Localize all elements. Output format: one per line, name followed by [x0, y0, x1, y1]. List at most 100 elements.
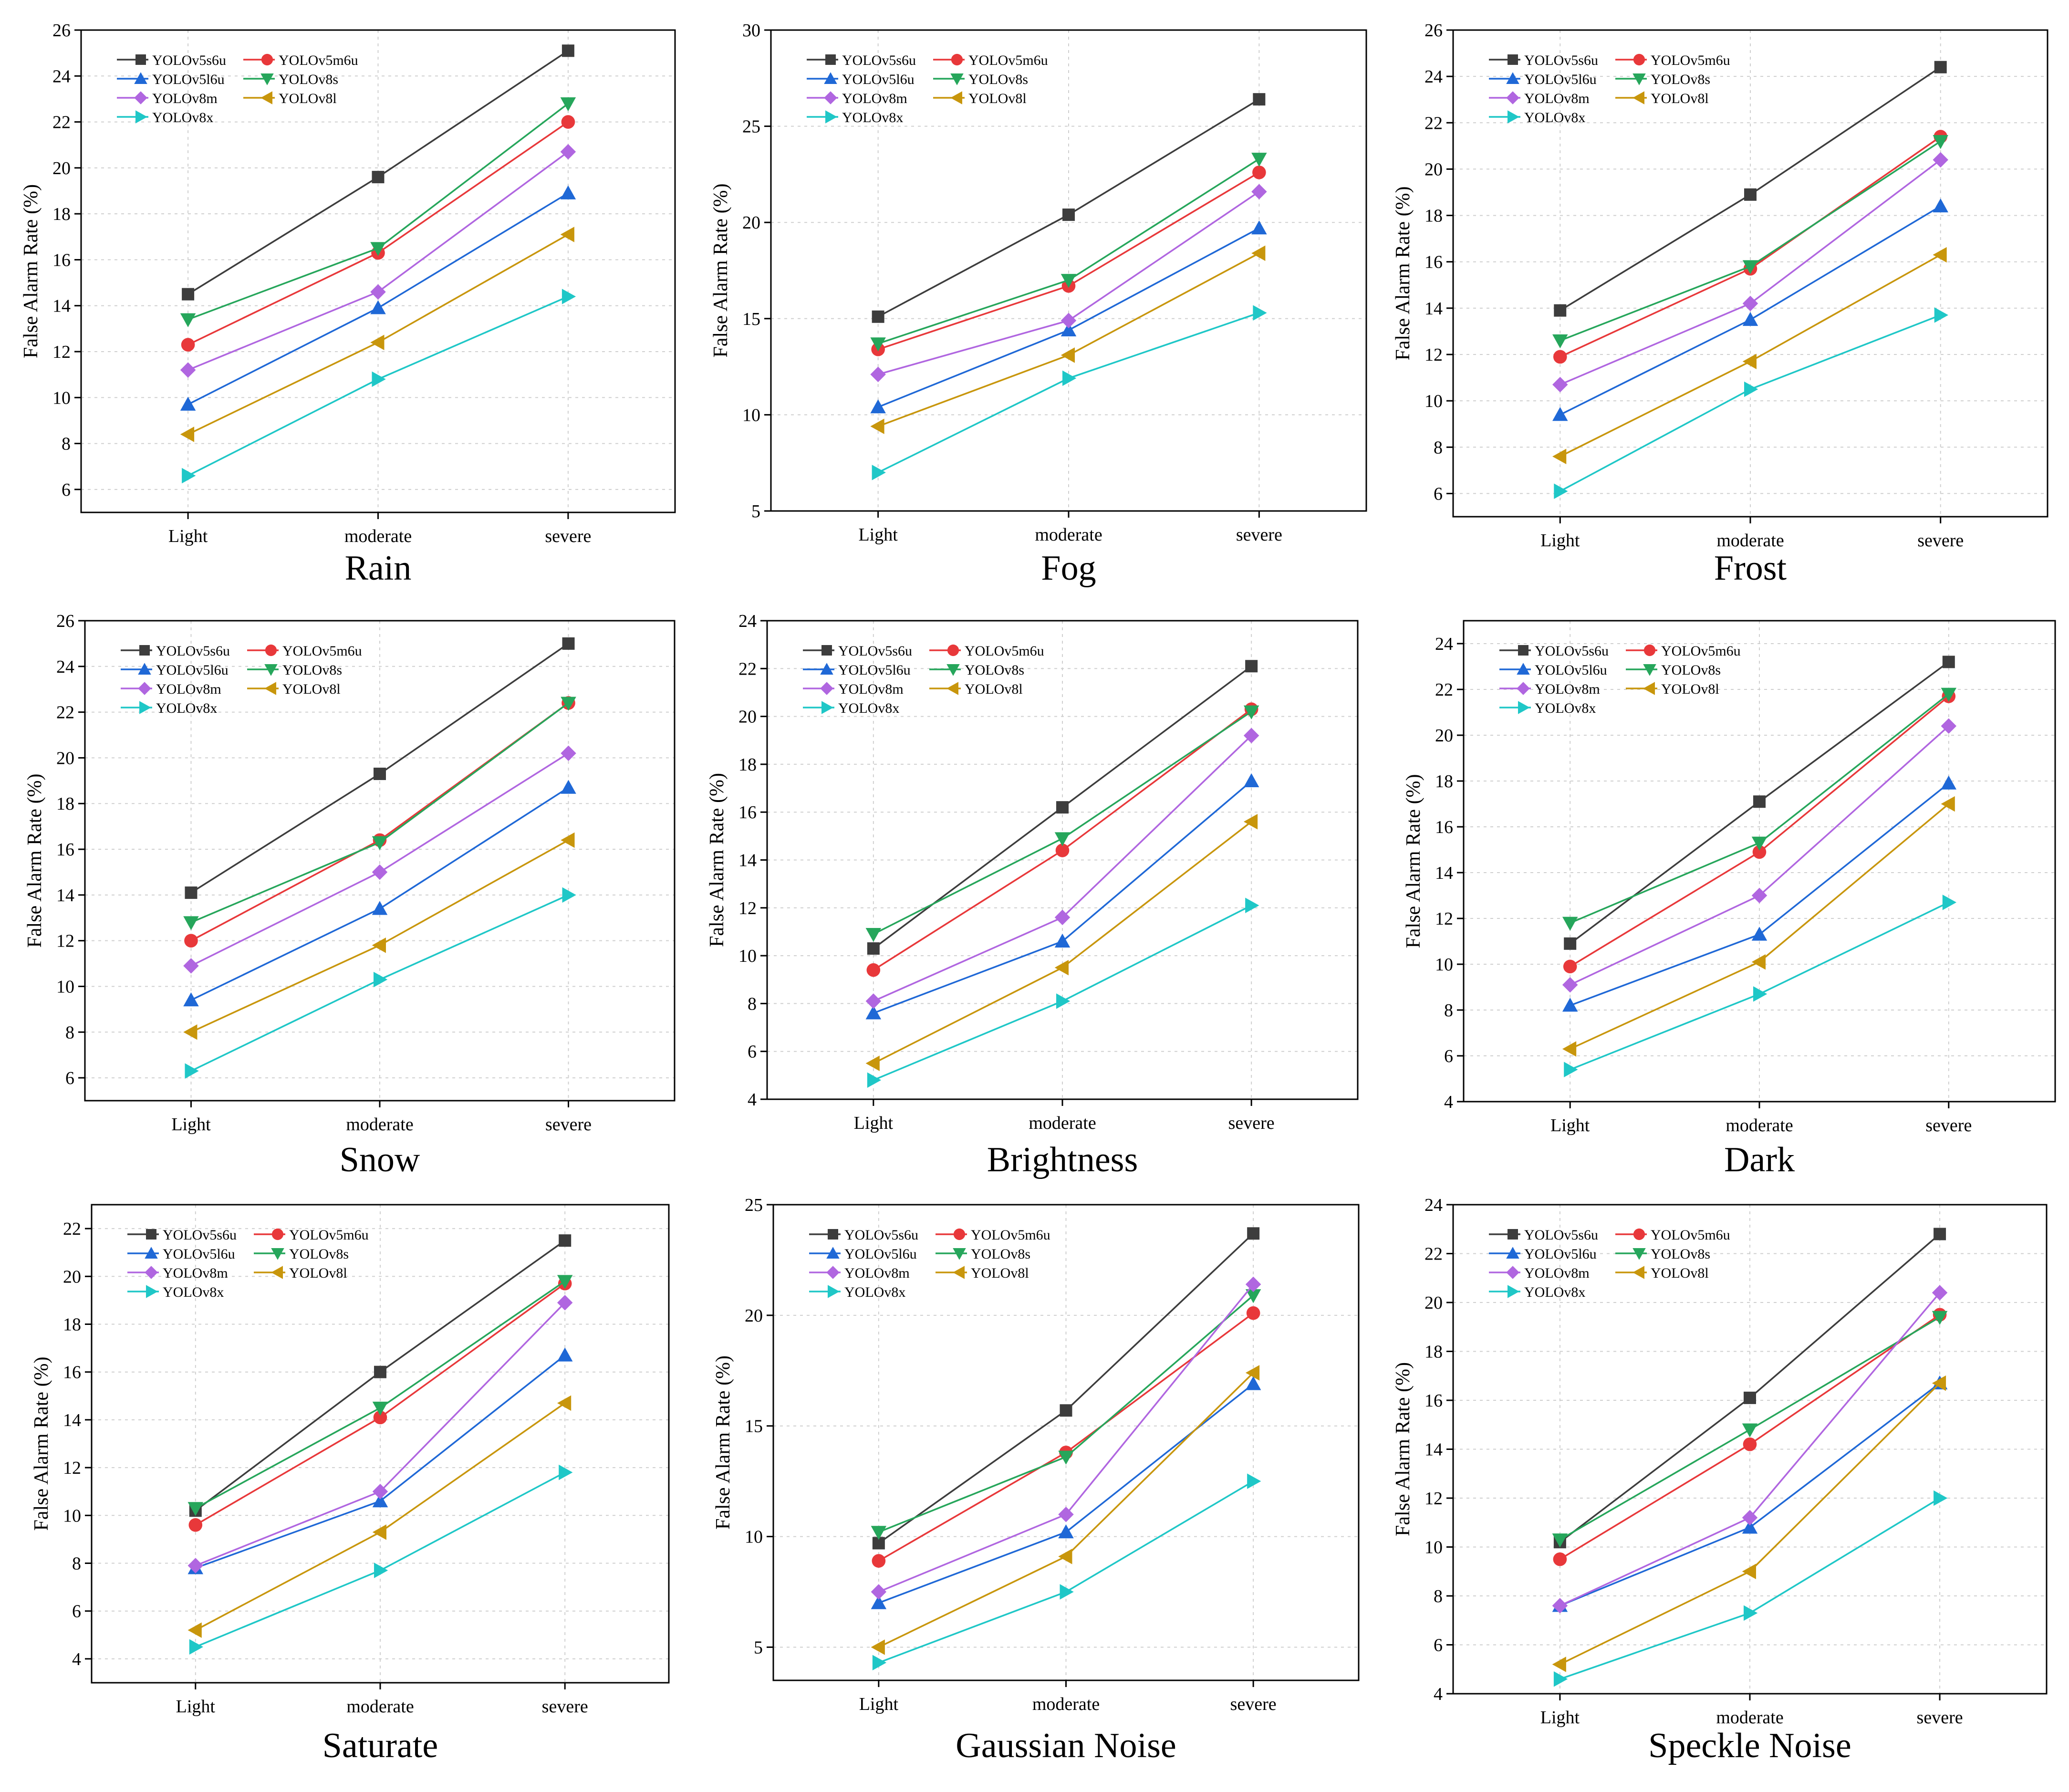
data-point — [1055, 844, 1070, 857]
x-tick-label: Light — [1540, 531, 1580, 551]
legend-label: YOLOv8m — [844, 1265, 910, 1281]
legend-label: YOLOv5l6u — [152, 72, 225, 87]
data-point — [1742, 312, 1758, 326]
data-point — [1251, 153, 1267, 167]
data-point — [1564, 937, 1577, 950]
y-tick-label: 10 — [1424, 391, 1443, 411]
data-point — [871, 1526, 887, 1540]
data-point — [1060, 274, 1077, 288]
data-point — [559, 1234, 572, 1247]
y-tick-label: 18 — [1424, 206, 1443, 226]
legend-label: YOLOv5s6u — [1524, 1227, 1598, 1243]
chart-panel: 6 8 10 12 14 16 18 20 22 24 26 Light moderate severe F… — [1392, 21, 2048, 588]
legend-label: YOLOv8s — [965, 662, 1024, 678]
y-tick-label: 16 — [1424, 1391, 1443, 1411]
data-point — [1933, 135, 1948, 149]
y-tick-label: 20 — [56, 748, 74, 768]
legend-label: YOLOv8s — [1651, 1246, 1710, 1262]
y-tick-label: 10 — [745, 1527, 763, 1547]
data-point — [872, 310, 884, 323]
x-tick-label: Light — [168, 526, 208, 546]
data-point — [560, 227, 574, 242]
panel-title: Fog — [1041, 549, 1096, 588]
y-tick-label: 10 — [742, 405, 760, 425]
data-point — [1056, 801, 1069, 814]
data-point — [372, 836, 388, 850]
data-point — [372, 1493, 388, 1508]
data-point — [374, 971, 388, 988]
triangle-right-marker-icon — [1518, 701, 1530, 714]
x-tick-label: severe — [545, 526, 591, 546]
data-point — [1743, 1437, 1757, 1451]
legend-label: YOLOv5l6u — [156, 662, 229, 678]
data-point — [871, 1584, 887, 1600]
y-tick-label: 6 — [1444, 1046, 1453, 1066]
y-axis-label: False Alarm Rate (%) — [1392, 1362, 1414, 1536]
legend-label: YOLOv8l — [279, 91, 337, 106]
data-point — [1552, 1657, 1566, 1672]
legend-label: YOLOv5m6u — [1651, 52, 1730, 68]
data-point — [1251, 245, 1266, 261]
x-tick-label: Light — [171, 1115, 211, 1135]
triangle-down-marker-icon — [950, 73, 964, 85]
y-tick-label: 24 — [56, 657, 74, 677]
circle-marker-icon — [951, 53, 963, 66]
data-point — [1933, 152, 1948, 168]
data-point — [374, 1365, 386, 1378]
data-point — [866, 963, 881, 977]
x-tick-label: moderate — [1716, 531, 1784, 551]
triangle-left-marker-icon — [1643, 682, 1655, 695]
data-point — [865, 1005, 882, 1020]
legend-label: YOLOv8x — [842, 110, 903, 125]
data-point — [871, 1595, 887, 1609]
circle-marker-icon — [947, 644, 959, 656]
square-marker-icon — [825, 54, 836, 65]
y-tick-label: 10 — [1424, 1538, 1443, 1558]
y-tick-label: 24 — [1424, 67, 1443, 87]
data-point — [1058, 1524, 1074, 1539]
circle-marker-icon — [265, 644, 277, 656]
data-point — [1062, 370, 1077, 386]
legend-label: YOLOv5s6u — [844, 1227, 918, 1243]
data-point — [867, 1072, 882, 1088]
legend-label: YOLOv8x — [163, 1284, 224, 1300]
y-tick-label: 25 — [745, 1195, 763, 1215]
y-tick-label: 8 — [65, 1022, 74, 1042]
y-tick-label: 6 — [1434, 1636, 1443, 1656]
data-point — [1742, 354, 1757, 369]
data-point — [1553, 1552, 1567, 1566]
legend-label: YOLOv8s — [971, 1246, 1030, 1262]
data-point — [1243, 814, 1258, 830]
data-point — [1054, 933, 1071, 948]
y-tick-label: 15 — [745, 1417, 763, 1437]
plot-area — [92, 1205, 669, 1683]
y-axis-label: False Alarm Rate (%) — [1392, 186, 1414, 360]
data-point — [180, 396, 196, 411]
data-point — [562, 887, 576, 903]
data-point — [1243, 773, 1259, 788]
data-point — [372, 937, 386, 953]
legend-label: YOLOv8m — [1524, 1265, 1590, 1281]
legend-label: YOLOv5l6u — [842, 72, 915, 87]
y-axis-label: False Alarm Rate (%) — [24, 773, 46, 948]
data-point — [1752, 845, 1767, 859]
legend-label: YOLOv8s — [282, 662, 342, 678]
legend-label: YOLOv8x — [152, 110, 213, 125]
data-point — [1243, 705, 1259, 719]
data-point — [1553, 1671, 1568, 1687]
y-tick-label: 10 — [56, 977, 74, 997]
y-tick-label: 8 — [62, 434, 71, 454]
data-point — [870, 418, 884, 434]
y-tick-label: 20 — [1424, 1293, 1443, 1313]
y-tick-label: 6 — [72, 1602, 81, 1622]
data-point — [865, 993, 882, 1009]
triangle-left-marker-icon — [264, 682, 276, 695]
y-tick-label: 22 — [1424, 1244, 1443, 1264]
data-point — [370, 300, 386, 314]
y-tick-label: 26 — [56, 611, 74, 631]
y-tick-label: 20 — [745, 1306, 763, 1326]
panel-title: Dark — [1724, 1140, 1795, 1179]
chart-panel: 5 10 15 20 25 Light moderate severe False Alarm … — [712, 1195, 1360, 1765]
y-tick-label: 12 — [52, 342, 71, 362]
square-marker-icon — [135, 54, 146, 65]
